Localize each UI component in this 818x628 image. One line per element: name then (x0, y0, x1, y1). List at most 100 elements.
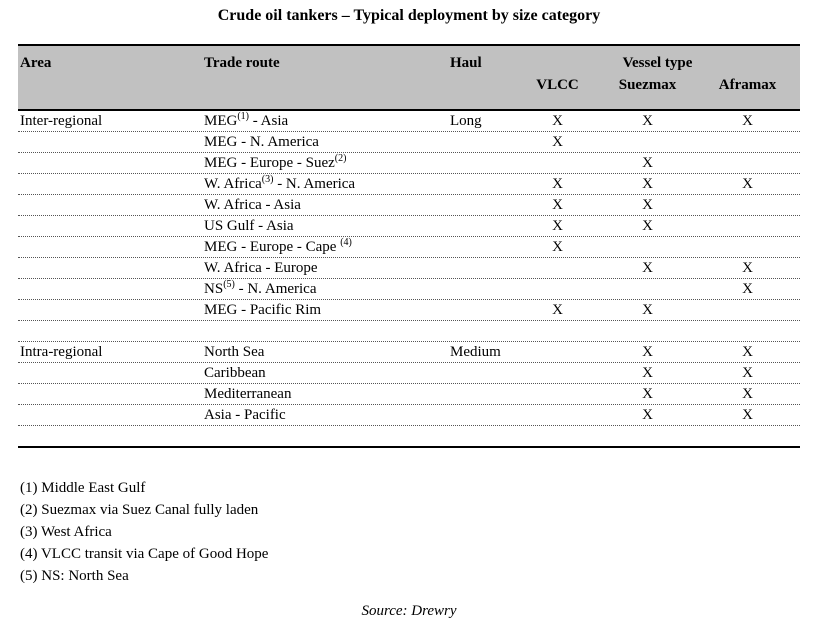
suezmax-cell: X (642, 365, 653, 381)
suezmax-cell: X (642, 197, 653, 213)
route-text: North Sea (204, 344, 265, 360)
vlcc-cell (515, 405, 600, 425)
header-row-1: Area Trade route Haul Vessel type (18, 52, 800, 74)
footnote: (3) West Africa (20, 524, 112, 540)
route-text: W. Africa (204, 176, 262, 192)
table-row: MEG - Europe - Cape (4) X (18, 237, 800, 258)
aframax-cell (695, 300, 800, 320)
footnote-reference: (4) (340, 237, 352, 248)
aframax-cell: X (742, 365, 753, 381)
vlcc-cell: X (552, 302, 563, 318)
area-cell (18, 405, 204, 425)
footnote: (2) Suezmax via Suez Canal fully laden (20, 502, 259, 518)
table-row: Caribbean X X (18, 363, 800, 384)
haul-cell (440, 237, 515, 257)
aframax-cell: X (742, 281, 753, 297)
route-text: W. Africa - Asia (204, 197, 301, 213)
vlcc-cell (515, 342, 600, 362)
route-text: MEG - Pacific Rim (204, 302, 322, 318)
haul-cell (440, 363, 515, 383)
aframax-cell: X (742, 176, 753, 192)
column-header-trade-route: Trade route (204, 55, 280, 71)
trade-route-cell: Caribbean (204, 363, 440, 383)
footnote: (4) VLCC transit via Cape of Good Hope (20, 546, 269, 562)
haul-cell (440, 132, 515, 152)
route-text: MEG - Europe - Cape (204, 239, 341, 255)
route-text: MEG - N. America (204, 134, 319, 150)
aframax-cell (695, 132, 800, 152)
trade-route-cell: MEG - Pacific Rim (204, 300, 440, 320)
trade-route-cell: W. Africa - Asia (204, 195, 440, 215)
trade-route-cell: Asia - Pacific (204, 405, 440, 425)
table-title: Crude oil tankers – Typical deployment b… (217, 7, 601, 24)
footnote-reference: (2) (334, 153, 347, 164)
area-cell (18, 216, 204, 236)
haul-cell: Long (450, 113, 482, 129)
aframax-cell: X (742, 407, 753, 423)
haul-cell (440, 174, 515, 194)
table-body: Inter-regional MEG(1) - Asia Long X X X MEG - … (18, 111, 800, 426)
vlcc-cell: X (552, 176, 563, 192)
area-cell (18, 132, 204, 152)
table-row: Intra-regional North Sea Medium X X (18, 342, 800, 363)
trade-route-cell: MEG - Europe - Cape (4) (204, 237, 440, 257)
column-header-area: Area (20, 55, 52, 71)
route-text: - N. America (273, 176, 356, 192)
deployment-table: Area Trade route Haul Vessel type VLCC S… (18, 44, 800, 448)
haul-cell (440, 153, 515, 173)
table-row: US Gulf - Asia X X (18, 216, 800, 237)
haul-cell (440, 258, 515, 278)
section-spacer (18, 321, 800, 342)
column-header-suezmax: Suezmax (618, 77, 677, 93)
aframax-cell (695, 153, 800, 173)
route-text: W. Africa - Europe (204, 260, 318, 276)
vlcc-cell: X (552, 218, 563, 234)
route-text: Caribbean (204, 365, 266, 381)
area-cell (18, 384, 204, 404)
vlcc-cell (515, 258, 600, 278)
trade-route-cell: MEG - Europe - Suez(2) (204, 153, 440, 173)
aframax-cell: X (742, 344, 753, 360)
table-row: W. Africa - Europe X X (18, 258, 800, 279)
table-row: MEG - Pacific Rim X X (18, 300, 800, 321)
route-text: - N. America (234, 281, 317, 297)
area-cell (18, 195, 204, 215)
column-header-aframax: Aframax (718, 77, 777, 93)
footnote-reference: (5) (223, 279, 235, 290)
haul-cell (440, 195, 515, 215)
vlcc-cell: X (552, 113, 563, 129)
vlcc-cell (515, 279, 600, 299)
table-row: MEG - N. America X (18, 132, 800, 153)
trade-route-cell: W. Africa - Europe (204, 258, 440, 278)
area-cell (18, 174, 204, 194)
area-cell: Intra-regional (20, 344, 103, 360)
area-cell (18, 237, 204, 257)
table-row: MEG - Europe - Suez(2) X (18, 153, 800, 174)
header-row-2: VLCC Suezmax Aframax (18, 74, 800, 96)
suezmax-cell (600, 132, 695, 152)
trade-route-cell: North Sea (204, 342, 440, 362)
suezmax-cell: X (642, 218, 653, 234)
table-row: NS(5) - N. America X (18, 279, 800, 300)
trade-route-cell: Mediterranean (204, 384, 440, 404)
haul-cell: Medium (450, 344, 501, 360)
route-text: Asia - Pacific (204, 407, 286, 423)
route-text: NS (204, 281, 224, 297)
suezmax-cell: X (642, 386, 653, 402)
source-caption: Source: Drewry (361, 603, 457, 619)
vlcc-cell (515, 384, 600, 404)
trade-route-cell: MEG(1) - Asia (204, 111, 440, 131)
area-cell (18, 153, 204, 173)
suezmax-cell (600, 237, 695, 257)
suezmax-cell: X (642, 344, 653, 360)
vlcc-cell: X (552, 197, 563, 213)
table-header: Area Trade route Haul Vessel type VLCC S… (18, 44, 800, 111)
footnote: (1) Middle East Gulf (20, 480, 146, 496)
aframax-cell (695, 216, 800, 236)
vlcc-cell (515, 363, 600, 383)
footnotes: (1) Middle East Gulf (2) Suezmax via Sue… (20, 477, 268, 587)
footnote: (5) NS: North Sea (20, 568, 129, 584)
aframax-cell: X (742, 260, 753, 276)
table-row: W. Africa(3) - N. America X X X (18, 174, 800, 195)
